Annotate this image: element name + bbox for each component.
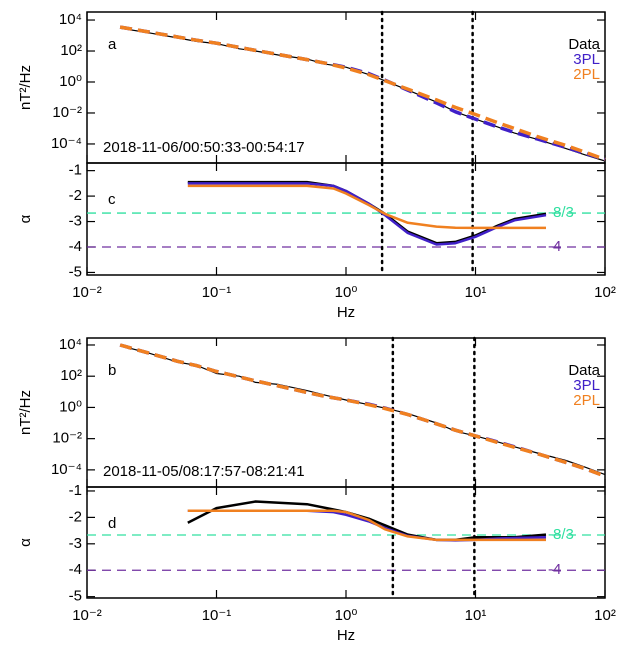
y-tick-label: -5 — [69, 263, 82, 280]
series-line — [187, 500, 547, 542]
y-axis-label: α — [17, 214, 34, 223]
panel-label: a — [108, 36, 117, 53]
reference-label: -8/3 — [548, 526, 574, 543]
x-tick-label: 10² — [594, 284, 616, 301]
y-tick-label: -4 — [69, 561, 82, 578]
series-line — [119, 343, 606, 478]
plot-frame — [86, 486, 606, 599]
y-tick-label: 10² — [60, 367, 82, 384]
x-tick-label: 10¹ — [465, 607, 487, 624]
x-tick-label: 10⁻¹ — [202, 607, 232, 624]
x-tick-label: 10⁻¹ — [202, 284, 232, 301]
y-tick-label: 10⁰ — [59, 73, 82, 90]
legend-entry: Data — [568, 36, 600, 53]
x-tick-label: 10⁰ — [335, 284, 358, 301]
annotation: 2018-11-06/00:50:33-00:54:17 — [103, 139, 305, 156]
y-tick-label: 10⁻² — [52, 104, 82, 121]
reference-label: -4 — [548, 561, 561, 578]
panel-label: b — [108, 362, 116, 379]
y-tick-label: 10⁻² — [52, 430, 82, 447]
series-line — [187, 184, 546, 230]
annotation: 2018-11-05/08:17:57-08:21:41 — [103, 463, 305, 480]
y-tick-label: -5 — [69, 588, 82, 605]
legend-entry: 3PL — [573, 377, 600, 394]
y-tick-label: 10⁰ — [59, 398, 82, 415]
y-axis-label: nT²/Hz — [17, 65, 34, 110]
y-tick-label: -3 — [69, 535, 82, 552]
y-tick-label: -1 — [69, 482, 82, 499]
y-axis-label: α — [17, 538, 34, 547]
x-tick-label: 10¹ — [465, 284, 487, 301]
y-tick-label: -2 — [69, 508, 82, 525]
x-axis-label: Hz — [337, 304, 355, 321]
legend-entry: Data — [568, 362, 600, 379]
x-tick-label: 10⁻² — [72, 284, 102, 301]
x-axis-label: Hz — [337, 627, 355, 644]
y-tick-label: -3 — [69, 213, 82, 230]
series-line — [119, 25, 606, 162]
y-tick-label: 10⁻⁴ — [51, 135, 82, 152]
legend-entry: 3PL — [573, 51, 600, 68]
y-tick-label: -4 — [69, 238, 82, 255]
x-tick-label: 10⁰ — [335, 607, 358, 624]
legend-entry: 2PL — [573, 66, 600, 83]
reference-label: -4 — [548, 238, 561, 255]
y-tick-label: 10⁻⁴ — [51, 461, 82, 478]
legend-entry: 2PL — [573, 392, 600, 409]
y-tick-label: 10⁴ — [59, 336, 82, 353]
x-tick-label: 10⁻² — [72, 607, 102, 624]
panel-label: c — [108, 191, 116, 208]
series-line — [187, 182, 547, 246]
panel-label: d — [108, 515, 116, 532]
y-tick-label: 10² — [60, 42, 82, 59]
reference-label: -8/3 — [548, 204, 574, 221]
series-line — [187, 509, 546, 542]
y-axis-label: nT²/Hz — [17, 390, 34, 435]
y-tick-label: 10⁴ — [59, 11, 82, 28]
y-tick-label: -1 — [69, 162, 82, 179]
y-tick-label: -2 — [69, 187, 82, 204]
x-tick-label: 10² — [594, 607, 616, 624]
